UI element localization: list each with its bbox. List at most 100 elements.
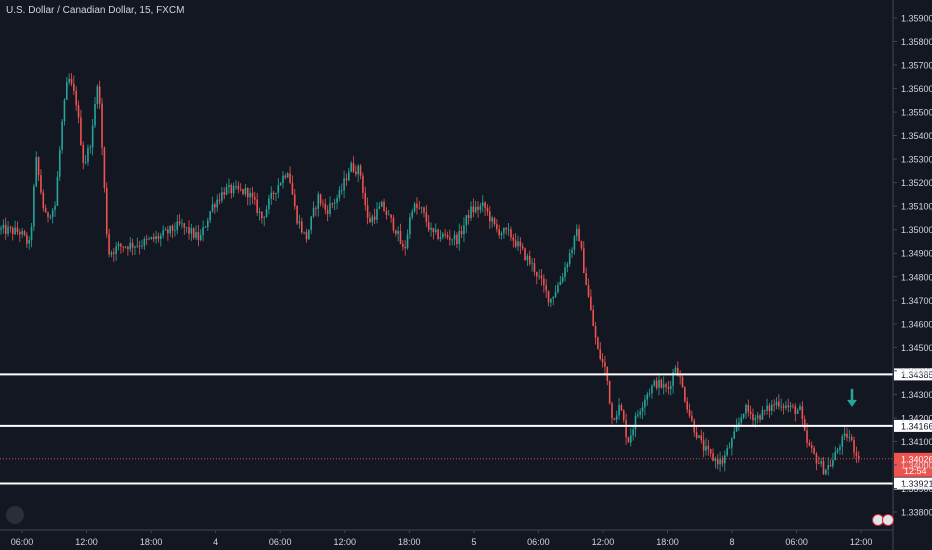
candle-body (742, 413, 745, 418)
candle-body (465, 215, 468, 226)
candle-body (662, 384, 665, 388)
candle-body (28, 240, 30, 244)
candle-body (857, 455, 860, 459)
candle-body (648, 393, 651, 395)
price-countdown-label: 12:54 (904, 466, 927, 476)
candle-body (289, 173, 291, 183)
candle-body (799, 406, 801, 411)
candle-body (263, 217, 265, 219)
candle-body (785, 405, 787, 408)
price-tick-label: 1.34600 (901, 319, 932, 329)
candle-body (620, 405, 623, 411)
candle-body (272, 192, 275, 195)
candle-body (397, 230, 399, 234)
candle-body (122, 246, 124, 248)
tradingview-logo-icon[interactable] (6, 506, 24, 524)
candle-body (411, 211, 414, 218)
candle-body (37, 157, 40, 176)
candle-body (73, 83, 75, 91)
candle-body (376, 208, 378, 220)
candle-body (14, 227, 16, 235)
candle-body (312, 207, 315, 217)
candle-body (449, 237, 451, 240)
candle-body (70, 78, 73, 84)
candle-body (771, 404, 773, 411)
candle-body (507, 229, 510, 231)
time-tick-label: 06:00 (269, 537, 292, 547)
candle-body (568, 253, 571, 265)
candle-body (232, 186, 235, 194)
candle-body (639, 411, 641, 415)
candle-body (176, 221, 179, 231)
candle-body (818, 463, 820, 465)
candle-body (293, 194, 296, 207)
price-tick-label: 1.35900 (901, 14, 932, 24)
candle-body (145, 238, 148, 240)
time-axis[interactable]: 06:00 12:00 18:00 4 06:00 12:00 18:00 5 06:00 12:… (0, 529, 893, 547)
candle-body (423, 207, 425, 213)
candle-body (839, 446, 841, 450)
candle-body (578, 228, 580, 242)
candle-body (395, 230, 397, 234)
time-tick-label: 12:00 (333, 537, 356, 547)
price-tick-label: 1.35300 (901, 155, 932, 165)
current-price-label-bg (894, 452, 932, 477)
level-price-label: 1.34166 (901, 421, 932, 431)
candle-body (143, 238, 146, 246)
candle-body (242, 189, 244, 195)
candle-body (202, 227, 204, 235)
candle-body (745, 405, 747, 414)
candle-body (512, 237, 515, 241)
candle-body (277, 185, 280, 193)
candle-body (225, 186, 228, 195)
candle-body (749, 411, 752, 414)
candle-body (613, 418, 616, 420)
candle-body (698, 435, 700, 438)
candle-body (632, 429, 634, 436)
price-tick-label: 1.35000 (901, 225, 932, 235)
annotations-group (847, 388, 857, 407)
candle-body (383, 201, 385, 211)
candle-body (282, 175, 284, 184)
time-tick-label: 06:00 (785, 537, 808, 547)
candle-body (592, 309, 594, 327)
candle-body (604, 362, 606, 367)
candle-body (653, 380, 656, 386)
candle-body (550, 298, 552, 303)
candle-body (305, 231, 308, 240)
candle-body (674, 367, 677, 373)
price-axis[interactable]: 1.35900 1.35800 1.35700 1.35600 1.35500 1.354… (892, 0, 932, 550)
candle-body (712, 453, 714, 461)
candle-body (96, 86, 99, 105)
candle-body (615, 415, 618, 420)
candle-body (164, 229, 167, 231)
candle-body (246, 188, 249, 198)
time-tick-label: 06:00 (527, 537, 550, 547)
candle-body (470, 206, 472, 219)
candle-body (162, 230, 164, 236)
candle-body (585, 273, 587, 285)
candle-body (129, 242, 132, 250)
candle-body (536, 271, 538, 277)
candle-body (286, 173, 289, 178)
candle-body (261, 211, 263, 219)
candle-body (378, 206, 381, 209)
price-tick-label: 1.33800 (901, 508, 932, 518)
candle-body (204, 227, 207, 228)
candle-body (380, 201, 383, 207)
candle-body (308, 229, 310, 240)
candle-body (820, 461, 822, 464)
candle-body (284, 175, 287, 178)
candle-body (702, 440, 705, 451)
candle-body (778, 401, 780, 407)
candle-body (846, 433, 848, 438)
price-tick-label: 1.34100 (901, 437, 932, 447)
candle-body (390, 214, 392, 218)
candle-body (301, 221, 303, 233)
candle-body (641, 407, 644, 412)
candle-body (554, 292, 557, 298)
candle-body (214, 204, 216, 208)
price-tick-label: 1.35400 (901, 131, 932, 141)
candle-body (853, 440, 855, 453)
